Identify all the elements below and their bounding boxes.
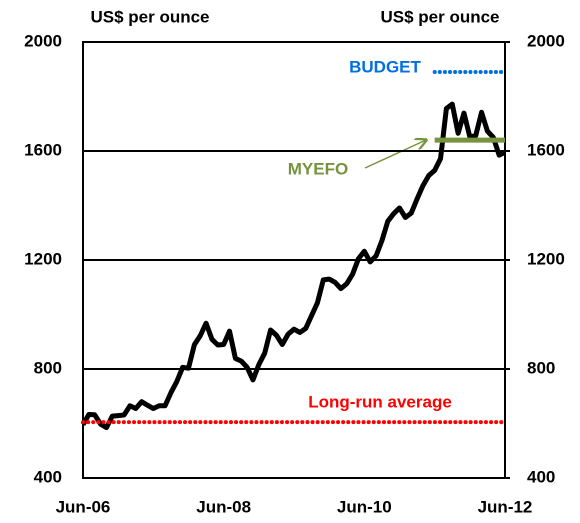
- y2-tick-label: 800: [527, 358, 555, 377]
- series-label: MYEFO: [288, 159, 348, 178]
- y2-axis-title: US$ per ounce: [380, 7, 499, 26]
- y-tick-label: 400: [34, 467, 62, 486]
- y2-tick-label: 400: [527, 467, 555, 486]
- x-tick-label: Jun-10: [337, 497, 392, 516]
- y2-tick-label: 1200: [527, 249, 565, 268]
- x-tick-label: Jun-12: [478, 497, 533, 516]
- series-line: [80, 101, 507, 431]
- x-tick-label: Jun-06: [56, 497, 111, 516]
- y2-tick-label: 1600: [527, 140, 565, 159]
- x-tick-label: Jun-08: [196, 497, 251, 516]
- myefo-arrow: [364, 140, 426, 169]
- y-tick-label: 2000: [24, 31, 62, 50]
- y-tick-label: 1600: [24, 140, 62, 159]
- series-label: Long-run average: [308, 392, 452, 411]
- series-label: BUDGET: [349, 57, 421, 76]
- y-tick-label: 1200: [24, 249, 62, 268]
- y2-tick-label: 2000: [527, 31, 565, 50]
- y-tick-label: 800: [34, 358, 62, 377]
- y-axis-title: US$ per ounce: [90, 7, 209, 26]
